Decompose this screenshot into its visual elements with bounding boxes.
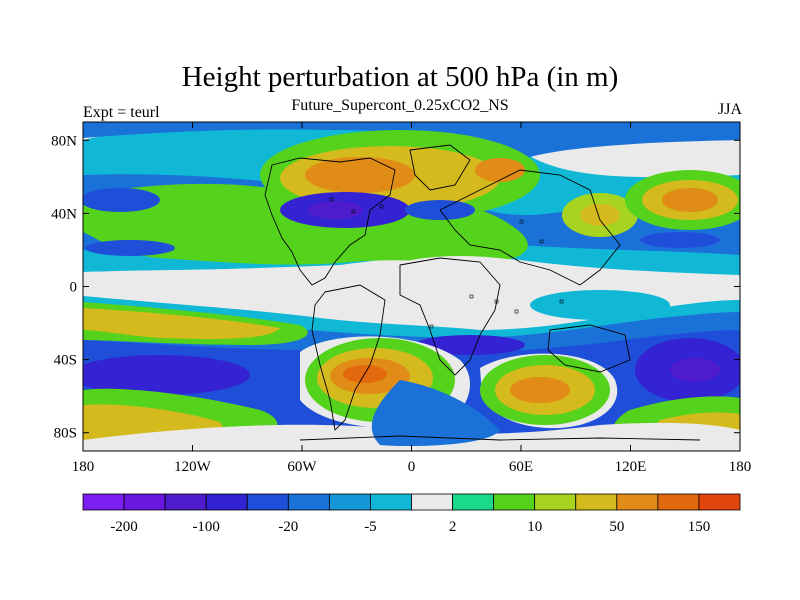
colorbar-label: 2 — [449, 519, 457, 535]
colorbar-swatch — [246, 493, 289, 511]
high-west-pacific-core — [580, 204, 620, 226]
colorbar-swatch — [205, 493, 248, 511]
low-pacific-west — [85, 240, 175, 256]
colorbar-swatch — [534, 493, 577, 511]
coastline-greenland — [409, 144, 471, 191]
colorbar-swatch — [287, 493, 330, 511]
x-tick-label: 120W — [174, 459, 212, 475]
low-tropical-indian — [530, 290, 670, 320]
x-tick-label: 180 — [729, 459, 752, 475]
colorbar-swatch — [493, 493, 536, 511]
coastline-europe-asia — [439, 169, 621, 286]
coastline-north-america — [264, 157, 396, 286]
land-markers — [329, 197, 564, 329]
coastline-south-america — [311, 284, 386, 431]
arctic-orange-core — [305, 157, 415, 193]
colorbar-swatch — [616, 493, 659, 511]
colorbar-swatch — [452, 493, 495, 511]
colorbar-label: 150 — [688, 519, 711, 535]
coastlines — [264, 144, 701, 441]
y-tick-label: 80N — [51, 133, 77, 149]
x-tick-label: 180 — [72, 459, 95, 475]
tropical-neutral-africa — [385, 255, 575, 315]
low-south-pacific — [83, 355, 250, 395]
colorbar-swatch — [657, 493, 700, 511]
experiment-label: Expt = teurl — [83, 104, 160, 121]
y-tick-label: 80S — [54, 426, 77, 442]
coastline-australia — [547, 324, 631, 373]
coastline-antarctica — [299, 435, 701, 441]
low-pacific-east — [640, 232, 720, 248]
y-tick-label: 40S — [54, 353, 77, 369]
y-tick-label: 0 — [70, 280, 78, 296]
low-south-indian-core — [670, 358, 720, 382]
colorbar-label: -5 — [364, 519, 377, 535]
high-north-pacific-core — [662, 188, 718, 212]
season-label: JJA — [717, 101, 742, 118]
colorbar-swatch — [411, 493, 453, 511]
high-south-indian-core — [510, 377, 570, 403]
y-tick-label: 40N — [51, 206, 77, 222]
height-field — [83, 122, 740, 451]
high-south-pacific-yellow — [83, 308, 280, 339]
axes: 180 120W 60W 0 60E 120E 180 80N 40N 0 40S 80S — [51, 122, 751, 475]
arctic-orange-east — [475, 158, 525, 182]
colorbar-swatch — [123, 493, 166, 511]
colorbar-swatch — [575, 493, 618, 511]
x-tick-label: 60W — [287, 459, 317, 475]
x-tick-label: 120E — [615, 459, 647, 475]
colorbar-swatch — [164, 493, 207, 511]
x-tick-label: 0 — [408, 459, 416, 475]
arctic-blue-band — [83, 122, 740, 160]
chart-title: Height perturbation at 500 hPa (in m) — [181, 61, 619, 93]
colorbar: -200 -100 -20 -5 2 10 50 150 — [82, 493, 741, 535]
colorbar-swatch — [328, 493, 371, 511]
x-tick-label: 60E — [509, 459, 533, 475]
colorbar-swatch — [698, 493, 741, 511]
colorbar-label: -100 — [192, 519, 220, 535]
antarctic-blue — [371, 380, 500, 447]
coastline-africa — [399, 257, 501, 376]
colorbar-swatch — [370, 493, 412, 511]
colorbar-label: 50 — [609, 519, 624, 535]
colorbar-label: -20 — [278, 519, 298, 535]
colorbar-label: -200 — [110, 519, 138, 535]
colorbar-label: 10 — [527, 519, 542, 535]
chart-subtitle: Future_Supercont_0.25xCO2_NS — [291, 97, 509, 114]
colorbar-swatch — [82, 493, 125, 511]
low-west-pacific-north — [83, 188, 160, 212]
low-north-atlantic-core — [307, 201, 363, 219]
